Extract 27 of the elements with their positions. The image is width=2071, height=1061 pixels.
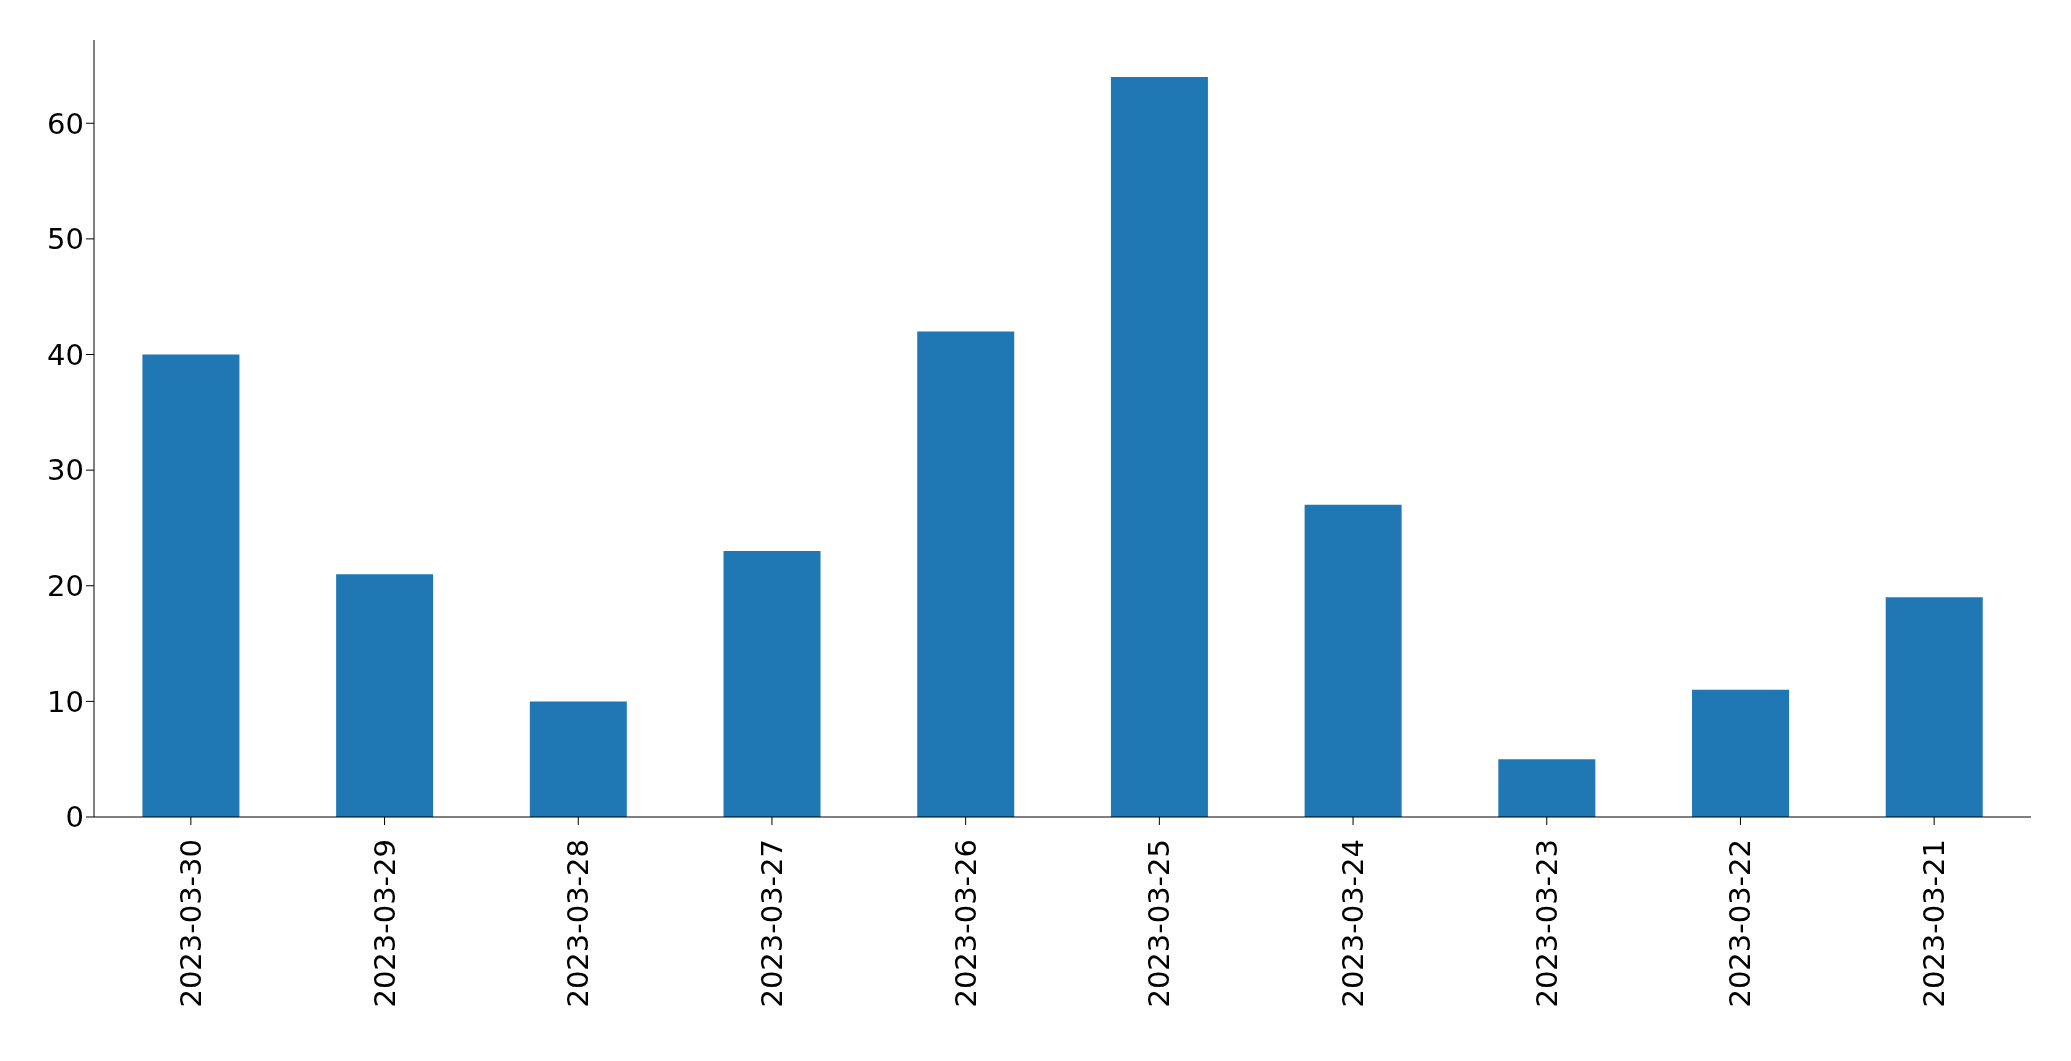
- x-tick-label: 2023-03-30: [173, 839, 208, 1008]
- bar: [1110, 77, 1208, 817]
- bar: [723, 551, 821, 817]
- x-tick-label: 2023-03-23: [1529, 839, 1564, 1008]
- x-tick-label: 2023-03-26: [948, 839, 983, 1008]
- bar: [1498, 759, 1596, 817]
- bar: [529, 701, 627, 817]
- bar: [917, 331, 1015, 817]
- x-tick-label: 2023-03-25: [1142, 839, 1177, 1008]
- y-tick-label: 60: [47, 106, 84, 141]
- bar: [336, 574, 434, 817]
- bar: [142, 354, 240, 817]
- y-tick-label: 0: [65, 800, 84, 835]
- bar: [1885, 597, 1983, 817]
- y-tick-label: 40: [47, 337, 84, 372]
- y-tick-label: 30: [47, 453, 84, 488]
- bar: [1304, 504, 1402, 817]
- x-tick-label: 2023-03-21: [1917, 839, 1952, 1008]
- y-tick-label: 50: [47, 222, 84, 257]
- y-tick-label: 20: [47, 569, 84, 604]
- x-tick-label: 2023-03-24: [1336, 839, 1371, 1008]
- x-tick-label: 2023-03-29: [367, 839, 402, 1008]
- x-tick-label: 2023-03-22: [1723, 839, 1758, 1008]
- x-tick-label: 2023-03-27: [754, 839, 789, 1008]
- y-tick-label: 10: [47, 684, 84, 719]
- bar: [1692, 689, 1790, 817]
- x-tick-label: 2023-03-28: [561, 839, 596, 1008]
